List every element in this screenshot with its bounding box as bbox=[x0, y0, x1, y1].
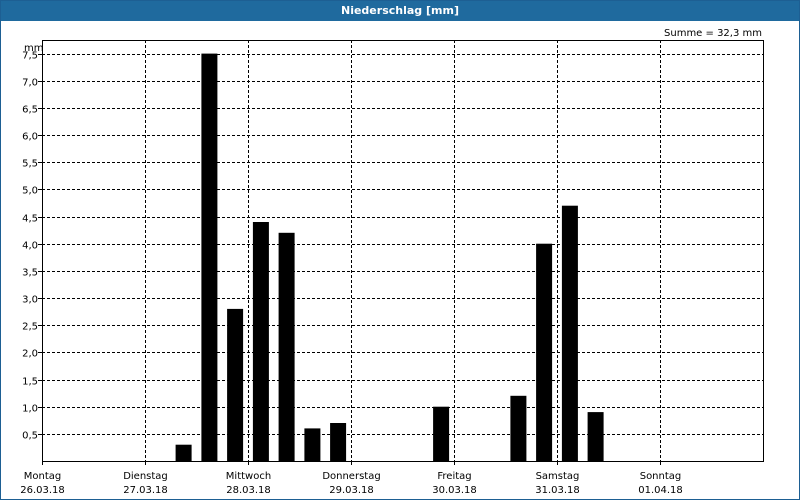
precip-bar bbox=[330, 423, 347, 461]
precip-bar bbox=[433, 406, 450, 461]
plot-frame bbox=[42, 40, 764, 462]
precip-bar bbox=[278, 232, 295, 461]
grid bbox=[42, 40, 763, 461]
y-tick-label: 6,0 bbox=[22, 132, 38, 143]
y-tick-label: 5,0 bbox=[22, 186, 38, 197]
x-date-label: 31.03.18 bbox=[535, 485, 580, 496]
y-axis-label: mm bbox=[24, 43, 43, 54]
chart-title: Niederschlag [mm] bbox=[1, 1, 799, 21]
y-tick-label: 4,5 bbox=[22, 214, 38, 225]
x-date-label: 28.03.18 bbox=[226, 485, 271, 496]
x-date-label: 30.03.18 bbox=[432, 485, 477, 496]
x-day-label: Donnerstag bbox=[322, 471, 380, 482]
precip-bar bbox=[252, 222, 269, 461]
y-tick-label: 2,5 bbox=[22, 322, 38, 333]
precip-bar bbox=[227, 308, 244, 461]
x-day-label: Dienstag bbox=[123, 471, 168, 482]
x-day-label: Mittwoch bbox=[226, 471, 271, 482]
y-tick-label: 5,5 bbox=[22, 159, 38, 170]
precip-bar bbox=[510, 395, 527, 461]
bars bbox=[175, 53, 604, 461]
precip-bar bbox=[536, 243, 553, 461]
y-tick-label: 2,0 bbox=[22, 349, 38, 360]
precip-bar bbox=[304, 428, 321, 461]
axes bbox=[38, 40, 764, 465]
x-date-label: 01.04.18 bbox=[638, 485, 683, 496]
y-tick-label: 7,0 bbox=[22, 78, 38, 89]
x-date-label: 26.03.18 bbox=[20, 485, 65, 496]
x-day-label: Freitag bbox=[437, 471, 471, 482]
y-tick-label: 7,5 bbox=[22, 51, 38, 62]
y-tick-label: 1,0 bbox=[22, 404, 38, 415]
y-tick-label: 4,0 bbox=[22, 241, 38, 252]
precip-bar bbox=[561, 205, 578, 461]
y-tick-label: 6,5 bbox=[22, 105, 38, 116]
precip-bar bbox=[587, 412, 604, 461]
y-tick-label: 3,5 bbox=[22, 268, 38, 279]
y-tick-label: 1,5 bbox=[22, 377, 38, 388]
sum-annotation: Summe = 32,3 mm bbox=[664, 28, 762, 39]
x-day-label: Sonntag bbox=[640, 471, 682, 482]
x-day-label: Montag bbox=[24, 471, 61, 482]
y-tick-label: 3,0 bbox=[22, 295, 38, 306]
y-tick-label: 0,5 bbox=[22, 431, 38, 442]
x-day-label: Samstag bbox=[536, 471, 580, 482]
precip-bar bbox=[175, 444, 192, 461]
precip-bar bbox=[201, 53, 218, 461]
x-date-label: 29.03.18 bbox=[329, 485, 374, 496]
x-date-label: 27.03.18 bbox=[123, 485, 168, 496]
